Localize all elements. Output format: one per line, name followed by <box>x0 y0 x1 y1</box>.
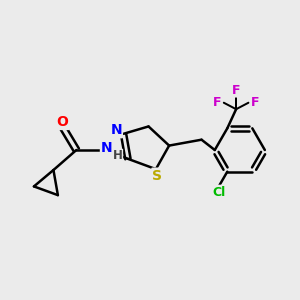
Text: F: F <box>251 96 259 109</box>
Text: N: N <box>101 141 112 154</box>
Text: F: F <box>232 83 240 97</box>
Text: Cl: Cl <box>213 186 226 199</box>
Text: O: O <box>57 115 68 129</box>
Text: S: S <box>152 169 162 183</box>
Text: H: H <box>113 149 122 162</box>
Text: N: N <box>110 123 122 137</box>
Text: F: F <box>213 96 221 109</box>
